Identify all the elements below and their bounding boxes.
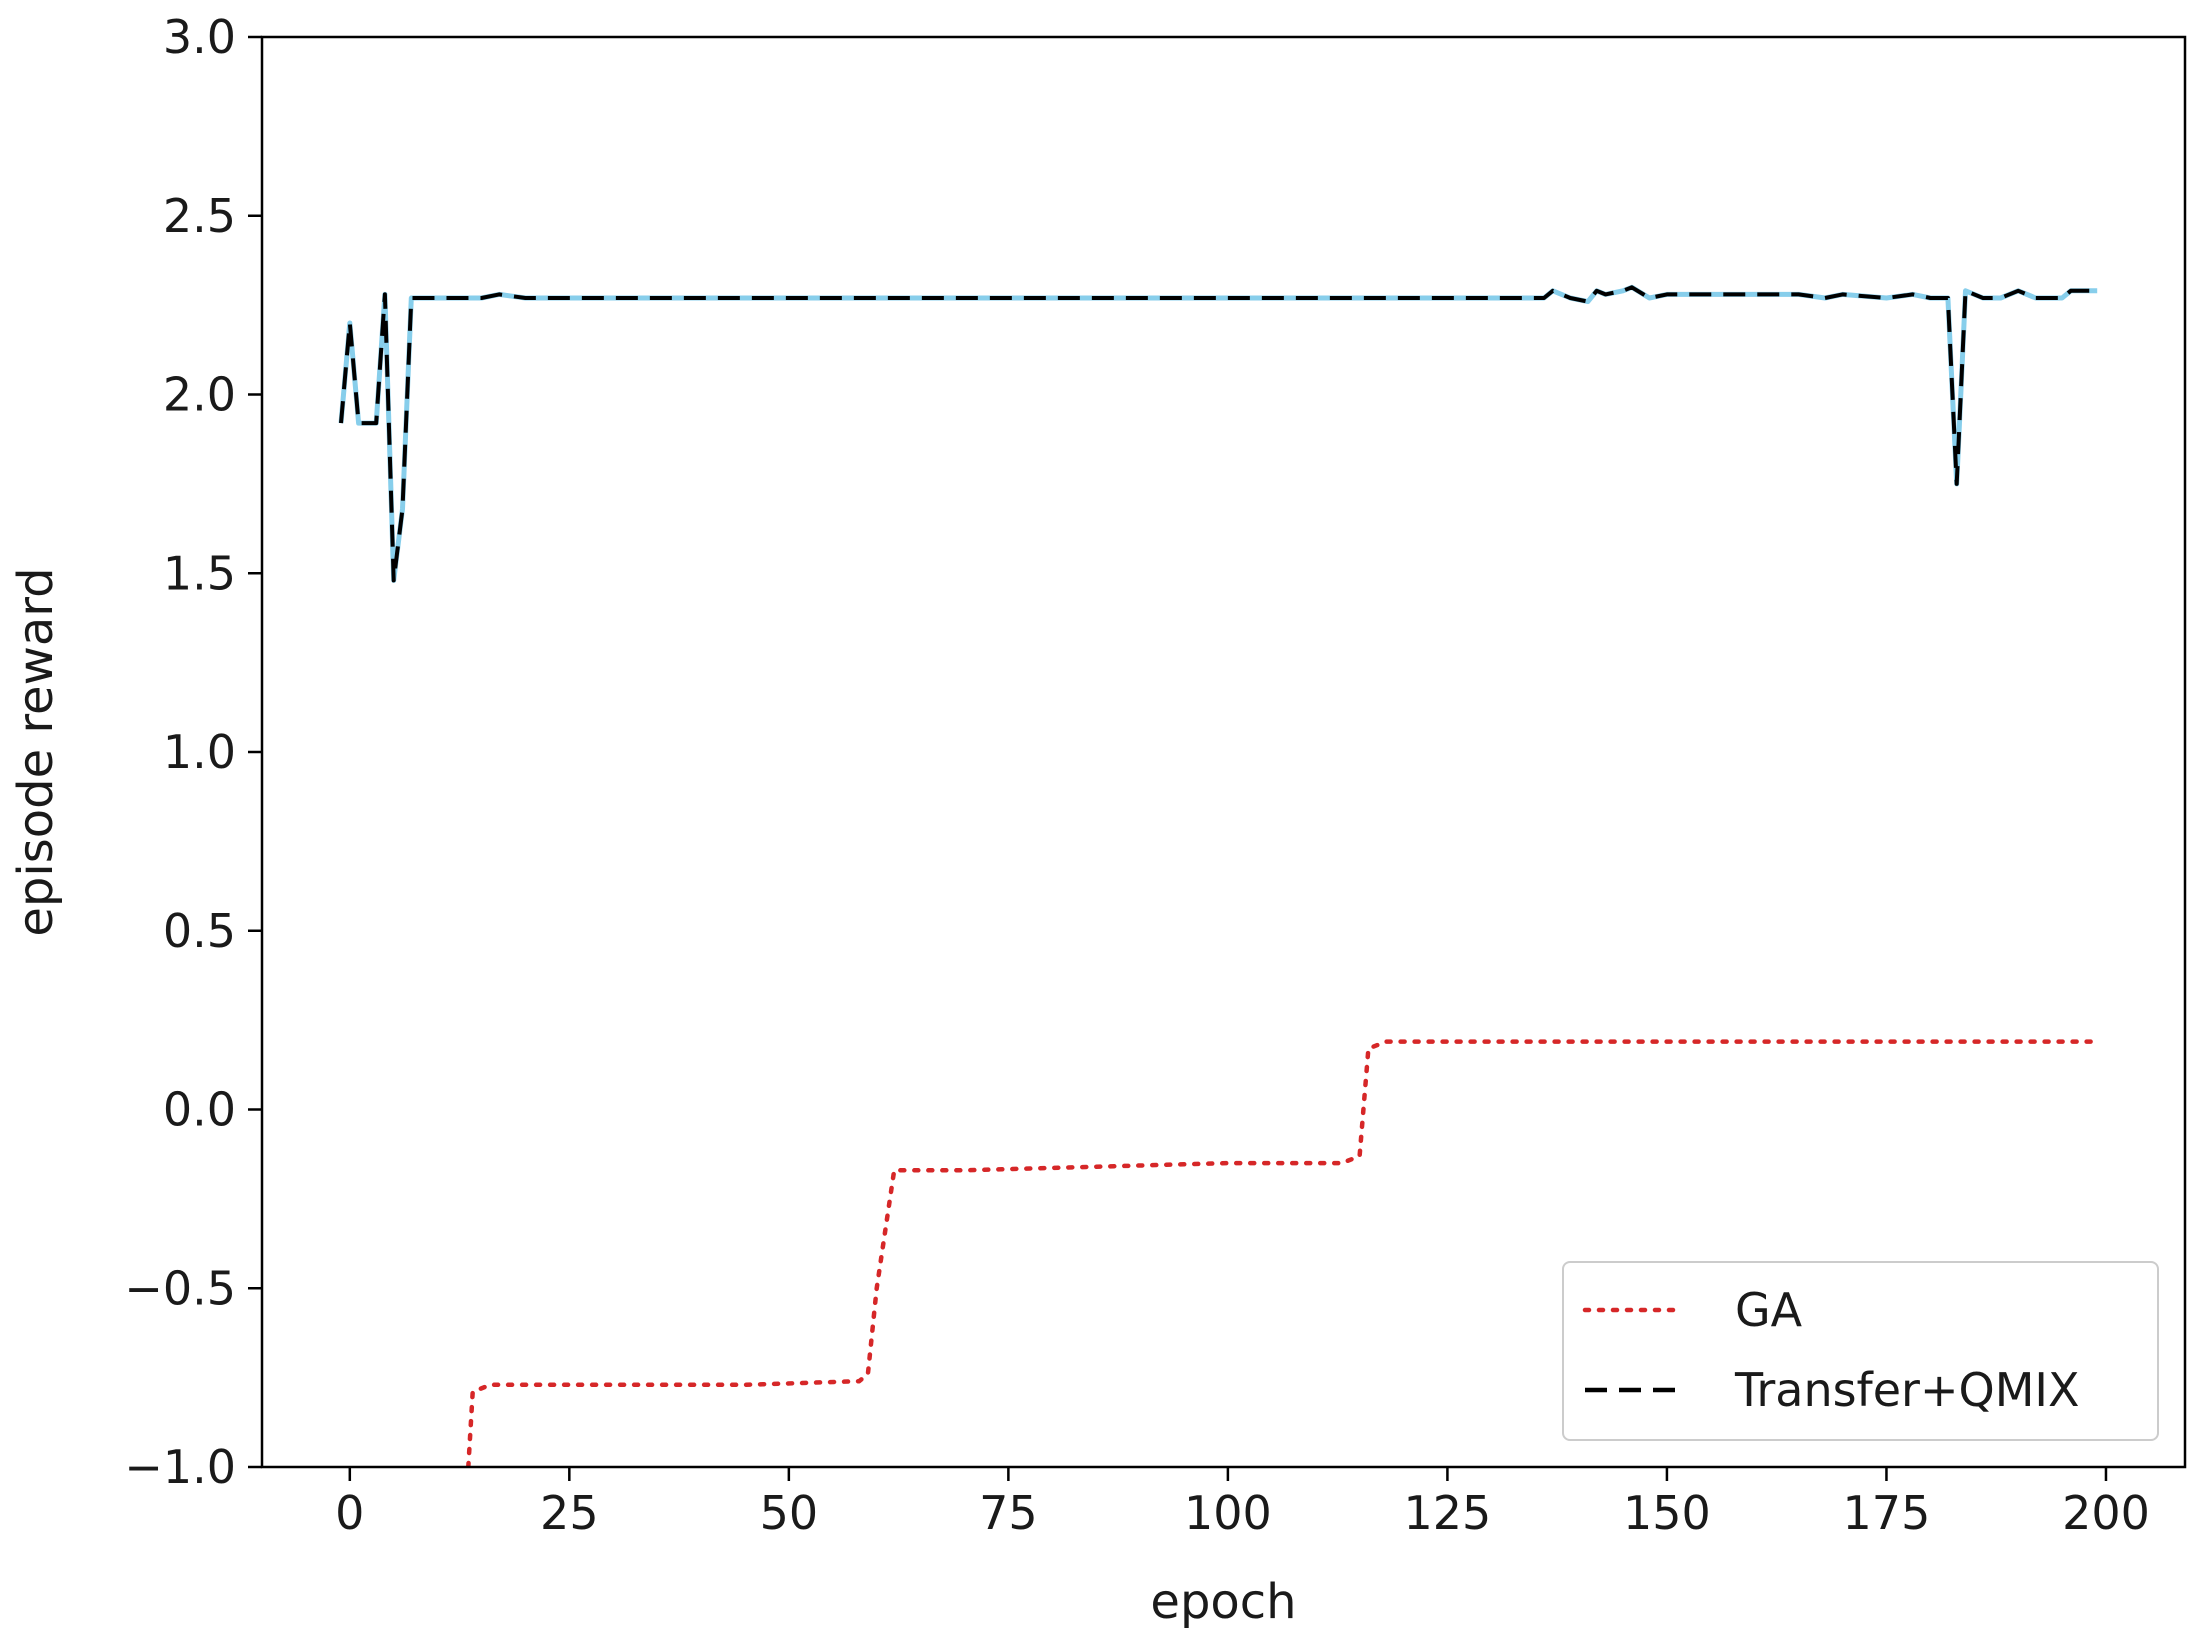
legend-box [1562, 1261, 2159, 1441]
x-tick-label: 200 [2062, 1486, 2150, 1540]
plot-frame [260, 35, 2187, 1469]
y-tick-label: 1.0 [163, 725, 236, 779]
x-tick-label: 175 [1843, 1486, 1931, 1540]
legend-label-transfer-qmix: Transfer+QMIX [1734, 1363, 2079, 1417]
y-tick-label: −0.5 [124, 1261, 236, 1315]
y-tick-label: −1.0 [124, 1440, 236, 1494]
y-tick-label: 2.5 [163, 189, 236, 243]
series-line-transfer-qmix [339, 285, 2098, 583]
x-axis-title: epoch [1150, 1574, 1296, 1630]
series-line-transfer-qmix-underlay [338, 284, 2098, 583]
x-tick-label: 25 [540, 1486, 599, 1540]
x-tick-label: 0 [335, 1486, 364, 1540]
y-axis-title: episode reward [8, 567, 64, 936]
x-tick-label: 100 [1184, 1486, 1272, 1540]
y-tick-label: 0.0 [163, 1083, 236, 1137]
x-tick-label: 150 [1623, 1486, 1711, 1540]
x-tick-label: 125 [1404, 1486, 1492, 1540]
y-tick-label: 2.0 [163, 368, 236, 422]
y-tick-label: 3.0 [163, 10, 236, 64]
y-tick-label: 1.5 [163, 546, 236, 600]
x-tick-label: 75 [979, 1486, 1038, 1540]
series-line-ga [466, 1039, 2100, 1467]
legend-label-ga: GA [1735, 1283, 1803, 1337]
x-tick-label: 50 [760, 1486, 819, 1540]
y-tick-label: 0.5 [163, 904, 236, 958]
ticks-layer: 0 25 50 75 100 125 150 175 200 −1.0 −0.5 0.0 0.5 1.0 1… [124, 10, 2150, 1540]
legend: GA Transfer+QMIX [1562, 1261, 2159, 1441]
series-layer [338, 284, 2100, 1467]
